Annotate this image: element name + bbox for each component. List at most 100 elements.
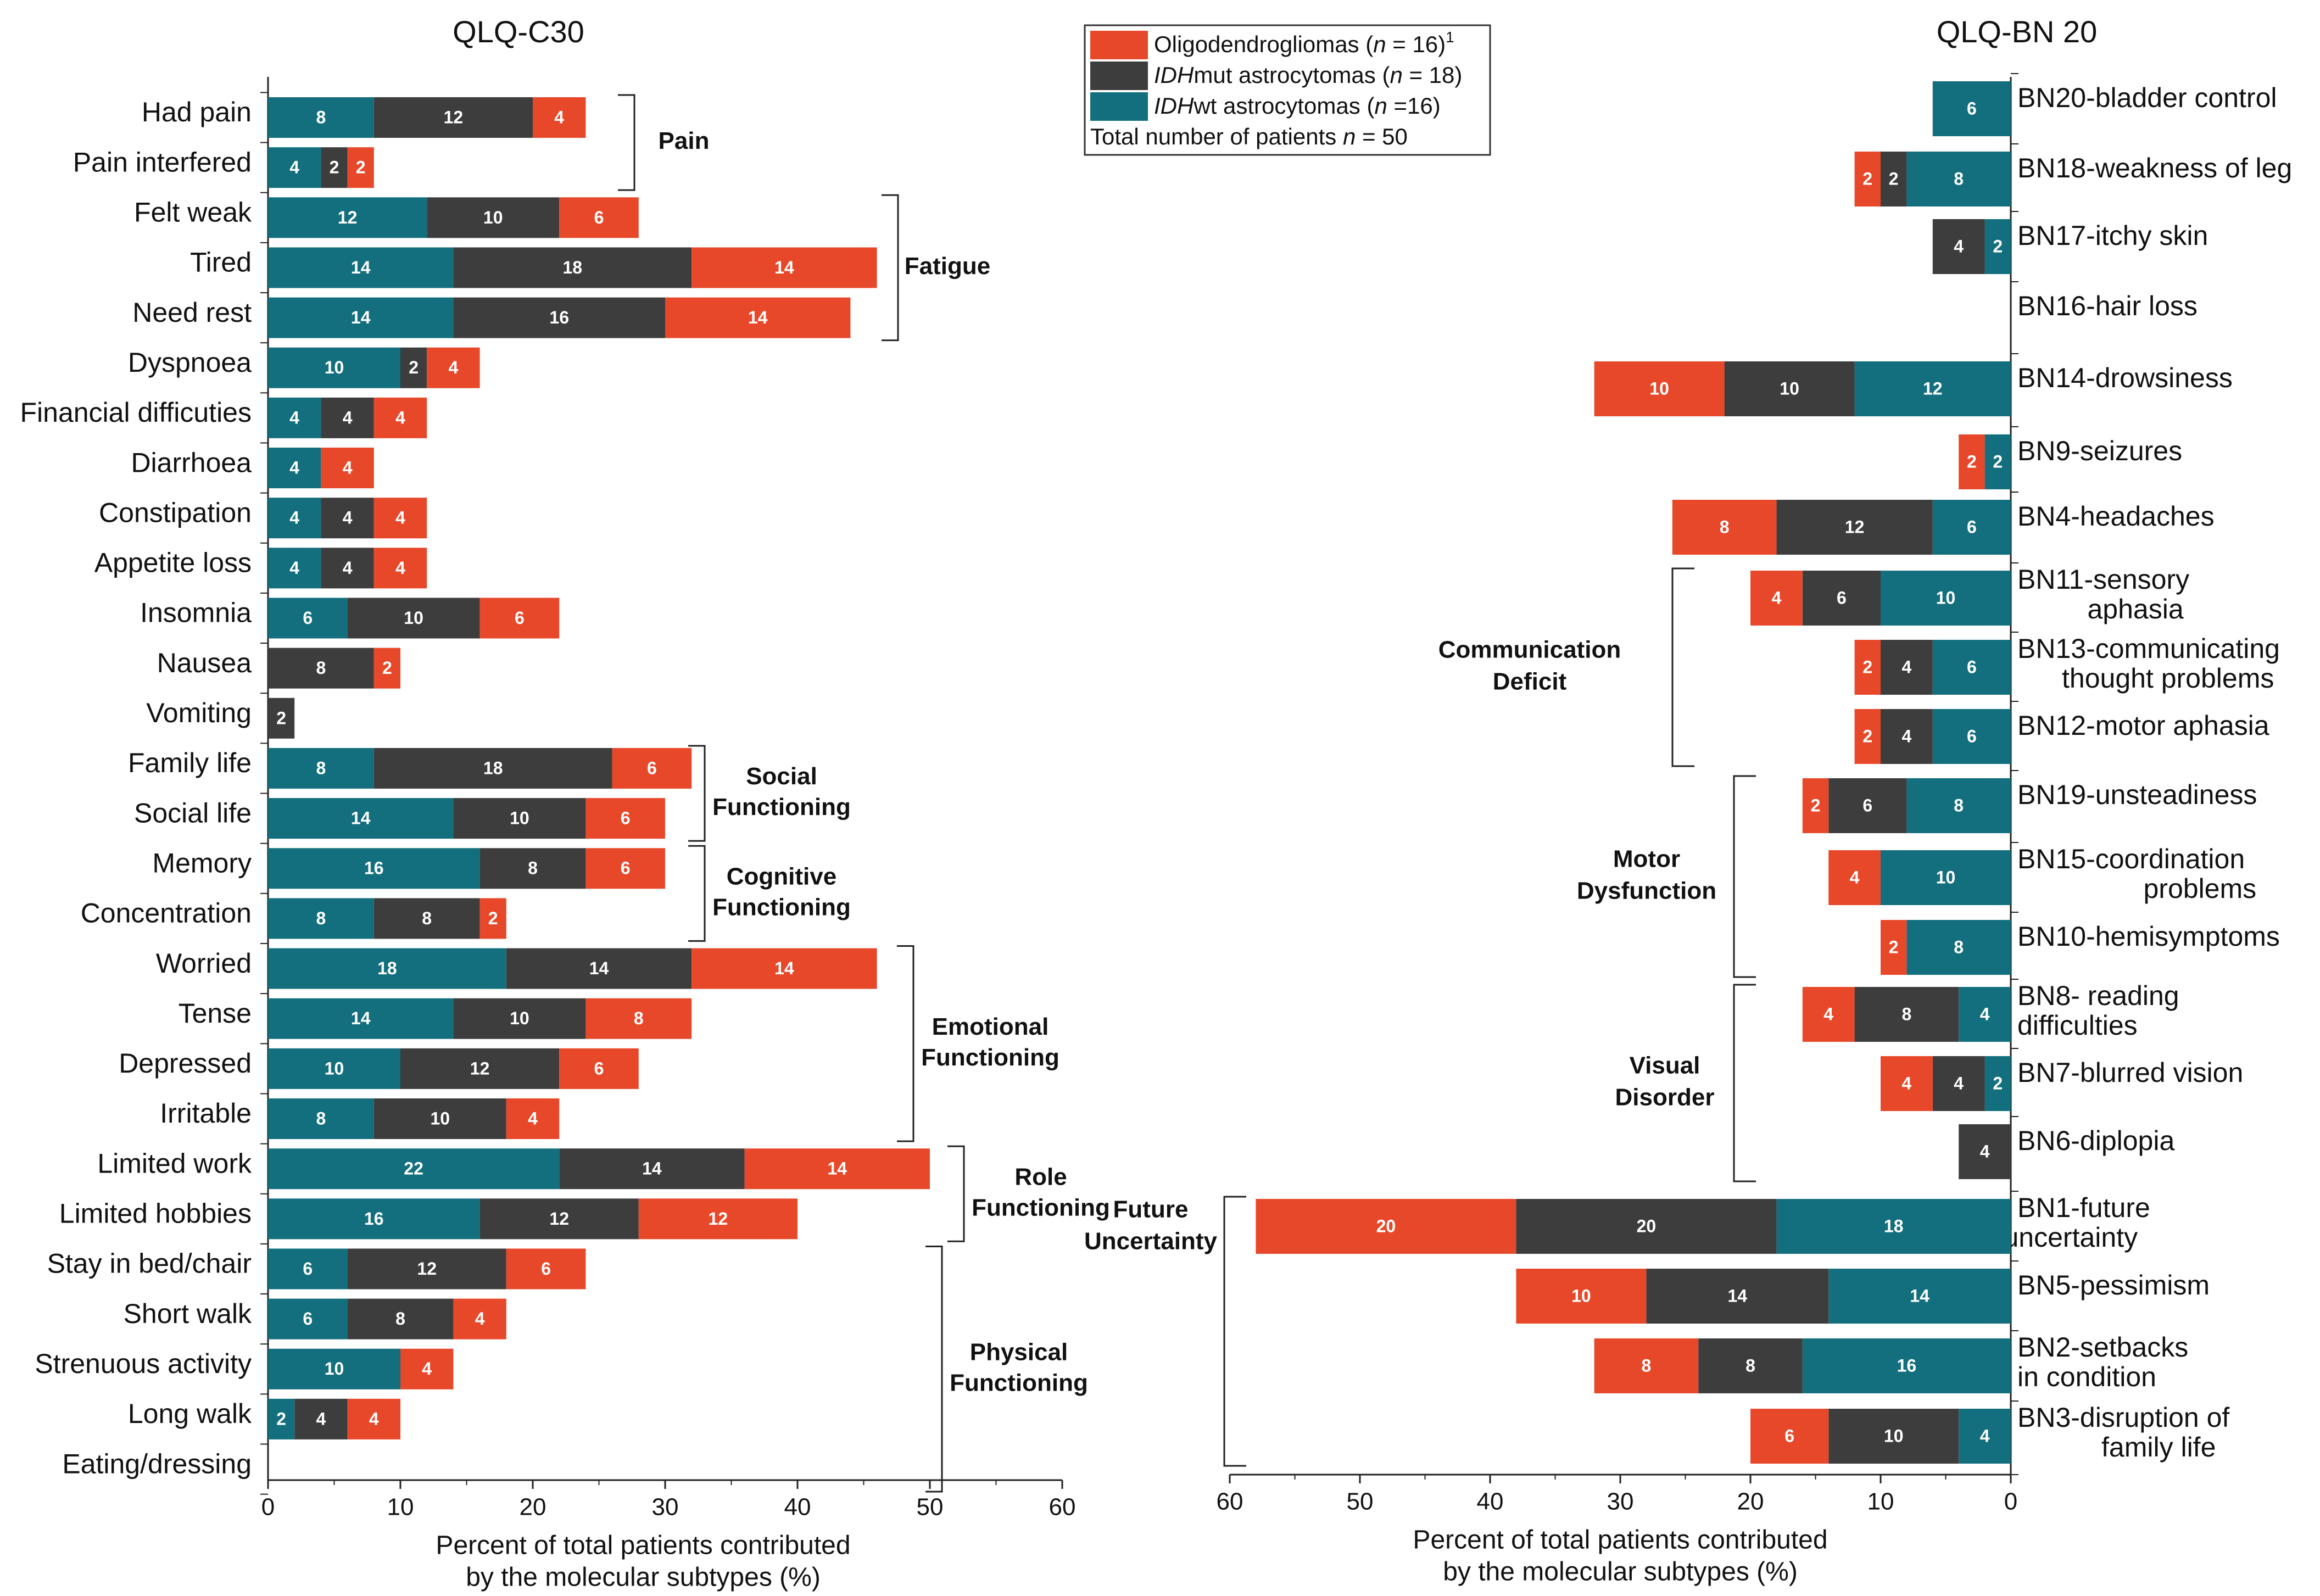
bar-segment	[1698, 1338, 1803, 1393]
data-label: 8	[316, 908, 326, 928]
data-label: 14	[351, 308, 371, 327]
group-label: Pain	[659, 127, 710, 154]
data-label: 14	[1910, 1286, 1929, 1305]
group-bracket	[688, 845, 706, 942]
data-label: 8	[1642, 1355, 1652, 1375]
bar-segment	[321, 498, 374, 539]
bar-segment	[1750, 1409, 1829, 1464]
bar-segment	[1854, 709, 1881, 764]
group-label: Functioning	[921, 1044, 1059, 1071]
data-label: 8	[316, 758, 326, 778]
data-label: 14	[351, 808, 371, 828]
category-label: BN10-hemisymptoms	[2017, 921, 2280, 952]
data-label: 10	[483, 208, 503, 227]
qlq-c30-panel: QLQ-C30 0 10 20 30 40 50 60 Percent of total pat…	[20, 14, 1109, 1592]
bar-segment	[1854, 640, 1881, 695]
x-tick-label: 10	[387, 1494, 414, 1521]
bar-segment	[1932, 1056, 1985, 1111]
data-label: 4	[1980, 1426, 1990, 1446]
data-label: 22	[404, 1159, 423, 1179]
legend-swatch	[1090, 92, 1148, 121]
bar-segment	[479, 848, 586, 889]
bar-segment	[1776, 1199, 2011, 1254]
data-label: 2	[382, 658, 392, 678]
data-label: 8	[316, 1108, 326, 1128]
category-label: family life	[2101, 1432, 2216, 1463]
bar-segment	[1881, 571, 2011, 626]
data-label: 18	[377, 958, 397, 978]
group-label: Fatigue	[905, 253, 990, 280]
category-label: BN15-coordination	[2017, 844, 2245, 874]
data-label: 12	[709, 1209, 728, 1229]
group-bracket	[1733, 775, 1756, 978]
group-bracket	[925, 1245, 943, 1493]
data-label: 8	[1954, 937, 1964, 957]
group-bracket	[947, 1145, 965, 1242]
category-label: Memory	[152, 847, 252, 878]
category-label: Constipation	[99, 497, 252, 528]
data-label: 16	[549, 308, 569, 327]
data-label: 4	[343, 408, 353, 427]
data-label: 6	[303, 1309, 313, 1329]
data-label: 14	[589, 958, 609, 978]
bar-segment	[347, 1398, 400, 1439]
bar-segment	[559, 197, 639, 238]
bar-segment	[268, 848, 480, 889]
x-tick-label: 40	[784, 1494, 811, 1521]
x-tick-label: 30	[1607, 1488, 1634, 1515]
bar-segment	[1932, 640, 2011, 695]
bar-segment	[1750, 571, 1803, 626]
bar-segment	[453, 1298, 506, 1340]
data-label: 2	[1967, 451, 1977, 471]
data-label: 10	[1571, 1286, 1591, 1305]
data-label: 4	[289, 508, 299, 528]
data-label: 4	[422, 1359, 432, 1379]
bar-segment	[268, 1198, 480, 1240]
bar-segment	[321, 548, 374, 589]
bar-segment	[268, 598, 348, 639]
data-label: 6	[303, 608, 313, 628]
data-label: 4	[316, 1409, 326, 1428]
legend: Oligodendrogliomas (n = 16)1 IDHmut astro…	[1084, 24, 1491, 156]
bar-segment	[533, 97, 586, 138]
data-label: 4	[1823, 1004, 1833, 1024]
bar-segment	[1854, 152, 1881, 207]
data-label: 20	[1376, 1216, 1396, 1236]
data-label: 6	[621, 858, 631, 878]
bar-segment	[1256, 1199, 1516, 1254]
bar-segment	[559, 1048, 639, 1089]
bar-segment	[1959, 434, 1985, 489]
data-label: 4	[1980, 1004, 1990, 1024]
category-label: Need rest	[132, 297, 252, 328]
data-label: 8	[316, 658, 326, 678]
x-tick-label: 30	[652, 1494, 679, 1521]
bar-segment	[373, 97, 533, 138]
group-label: Role	[1014, 1163, 1067, 1190]
category-label: BN9-seizures	[2017, 436, 2182, 466]
bar-segment	[347, 1298, 454, 1340]
bar-segment	[479, 598, 560, 639]
data-label: 4	[554, 107, 564, 127]
bar-segment	[268, 97, 374, 138]
data-label: 14	[828, 1159, 847, 1179]
bar-segment	[268, 1398, 295, 1439]
bar-segment	[1906, 152, 2011, 207]
data-label: 4	[1902, 1073, 1912, 1093]
data-label: 2	[330, 158, 339, 177]
bar-segment	[479, 1198, 639, 1240]
category-label: aphasia	[2088, 594, 2184, 624]
data-label: 4	[395, 408, 405, 427]
data-label: 10	[1936, 867, 1956, 887]
data-label: 4	[1850, 867, 1860, 887]
bar-segment	[321, 448, 374, 489]
panel-title: QLQ-C30	[453, 14, 584, 49]
bar-segment	[268, 147, 321, 188]
group-bracket	[1671, 567, 1694, 767]
bar-segment	[427, 347, 480, 388]
data-label: 6	[515, 608, 525, 628]
group-label: Functioning	[972, 1194, 1110, 1221]
bar-segment	[638, 1198, 797, 1240]
data-label: 2	[276, 708, 286, 728]
data-label: 8	[422, 908, 432, 928]
bar-segment	[321, 147, 348, 188]
